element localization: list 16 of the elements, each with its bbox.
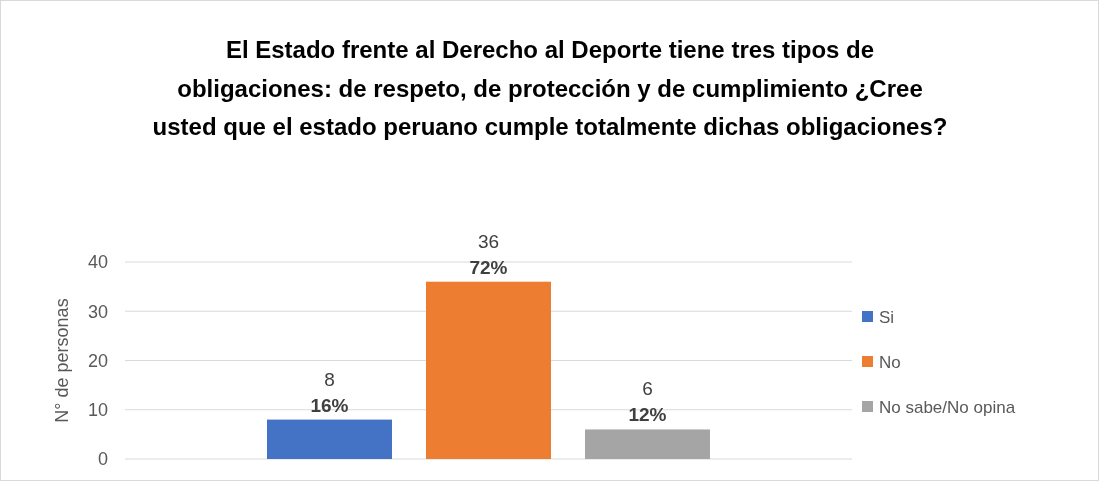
y-tick-label: 20 — [87, 350, 108, 371]
legend-label: Si — [879, 307, 895, 327]
data-label: 36 72% — [469, 230, 508, 278]
bar — [267, 419, 392, 459]
y-tick-label: 0 — [97, 449, 108, 470]
y-tick-label: 10 — [87, 400, 108, 421]
bar — [426, 281, 551, 459]
y-axis-title: N° de personas — [52, 298, 72, 423]
chart-title: El Estado frente al Derecho al Deporte tiene tres tipos de obligaciones: de respeto, de protección y de cumplimiento ¿Cree usted que el estado peruano cumple totalmente dichas obligaciones? — [152, 36, 948, 140]
y-tick-label: 30 — [87, 301, 108, 322]
data-label: 6 12% — [628, 378, 667, 426]
data-label: 8 16% — [310, 368, 349, 416]
y-tick-label: 40 — [87, 252, 108, 273]
legend-label: No sabe/No opina — [879, 397, 1016, 417]
bar — [585, 429, 710, 459]
legend-label: No — [879, 352, 901, 372]
